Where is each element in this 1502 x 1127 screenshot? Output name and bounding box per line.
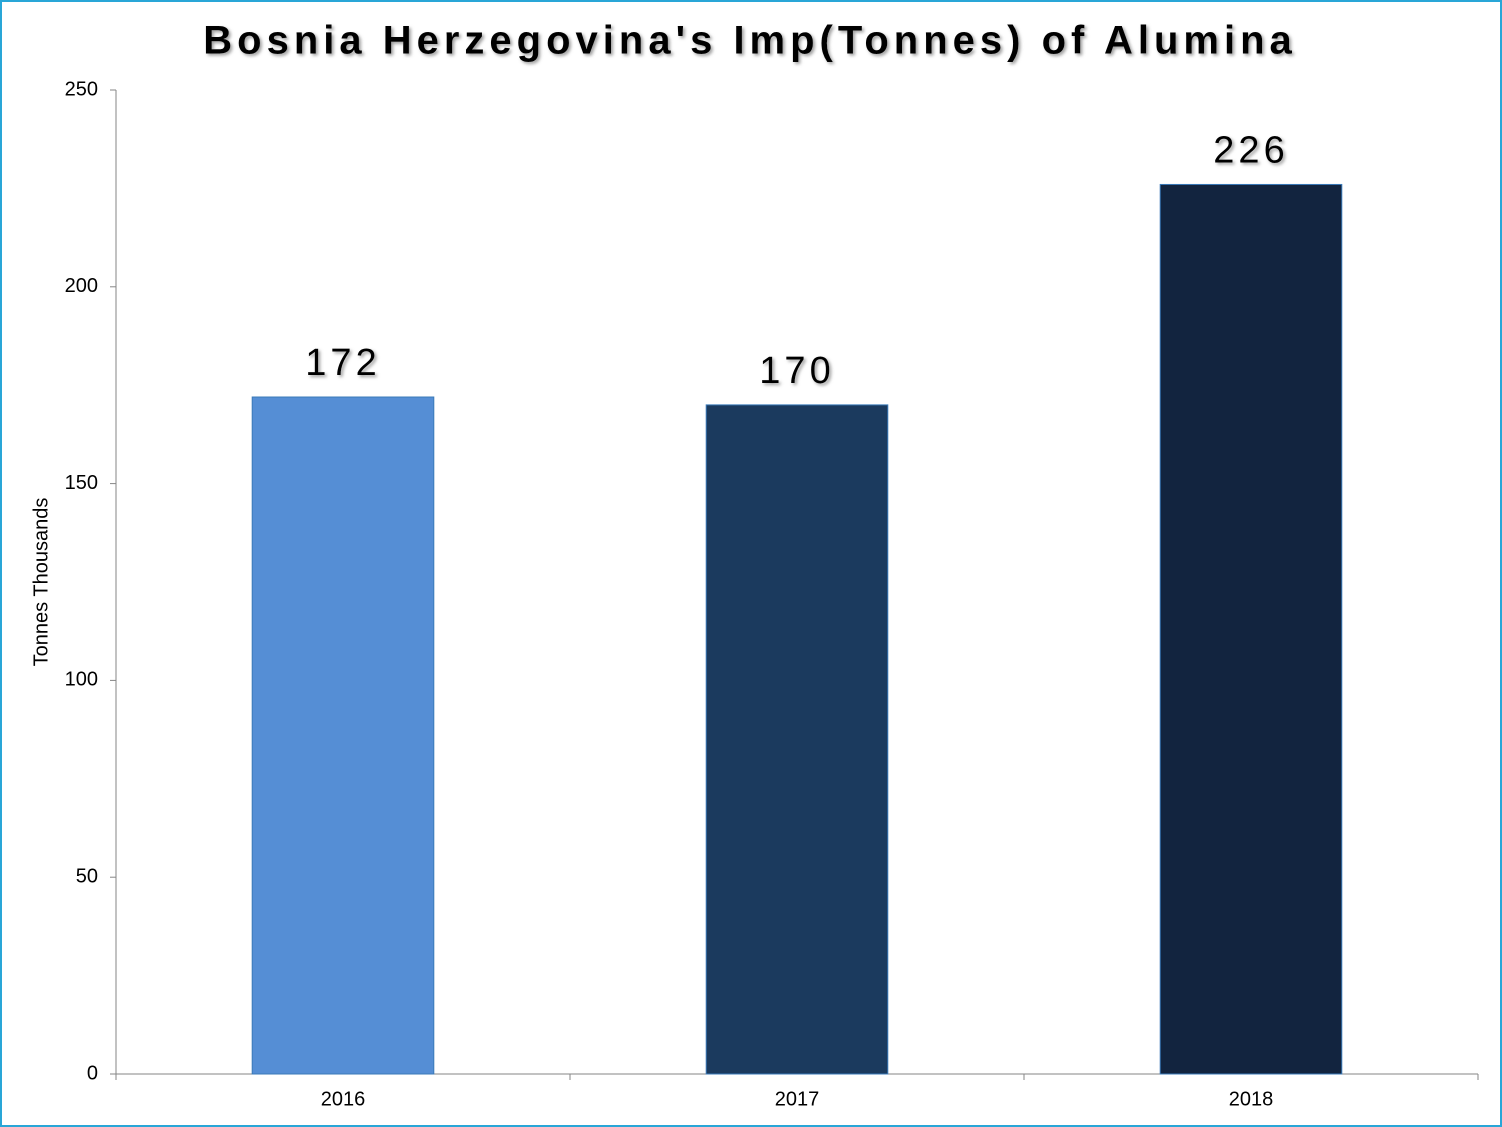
bar [251, 396, 435, 1075]
chart-title: Bosnia Herzegovina's Imp(Tonnes) of Alum… [203, 19, 1297, 63]
y-tick-label: 150 [65, 472, 98, 494]
y-tick-label: 250 [65, 78, 98, 100]
data-label: 226 [1213, 129, 1288, 171]
bar [705, 404, 889, 1075]
x-tick-label: 2017 [775, 1088, 820, 1110]
y-tick-label: 100 [65, 669, 98, 691]
data-label: 170 [759, 350, 834, 392]
y-axis-label: Tonnes Thousands [30, 498, 52, 667]
x-tick-label: 2016 [321, 1088, 366, 1110]
x-tick-label: 2018 [1229, 1088, 1274, 1110]
y-tick-label: 0 [87, 1062, 98, 1084]
bar [1159, 183, 1343, 1075]
y-tick-label: 50 [76, 865, 98, 887]
data-label: 172 [305, 342, 380, 384]
y-tick-label: 200 [65, 275, 98, 297]
